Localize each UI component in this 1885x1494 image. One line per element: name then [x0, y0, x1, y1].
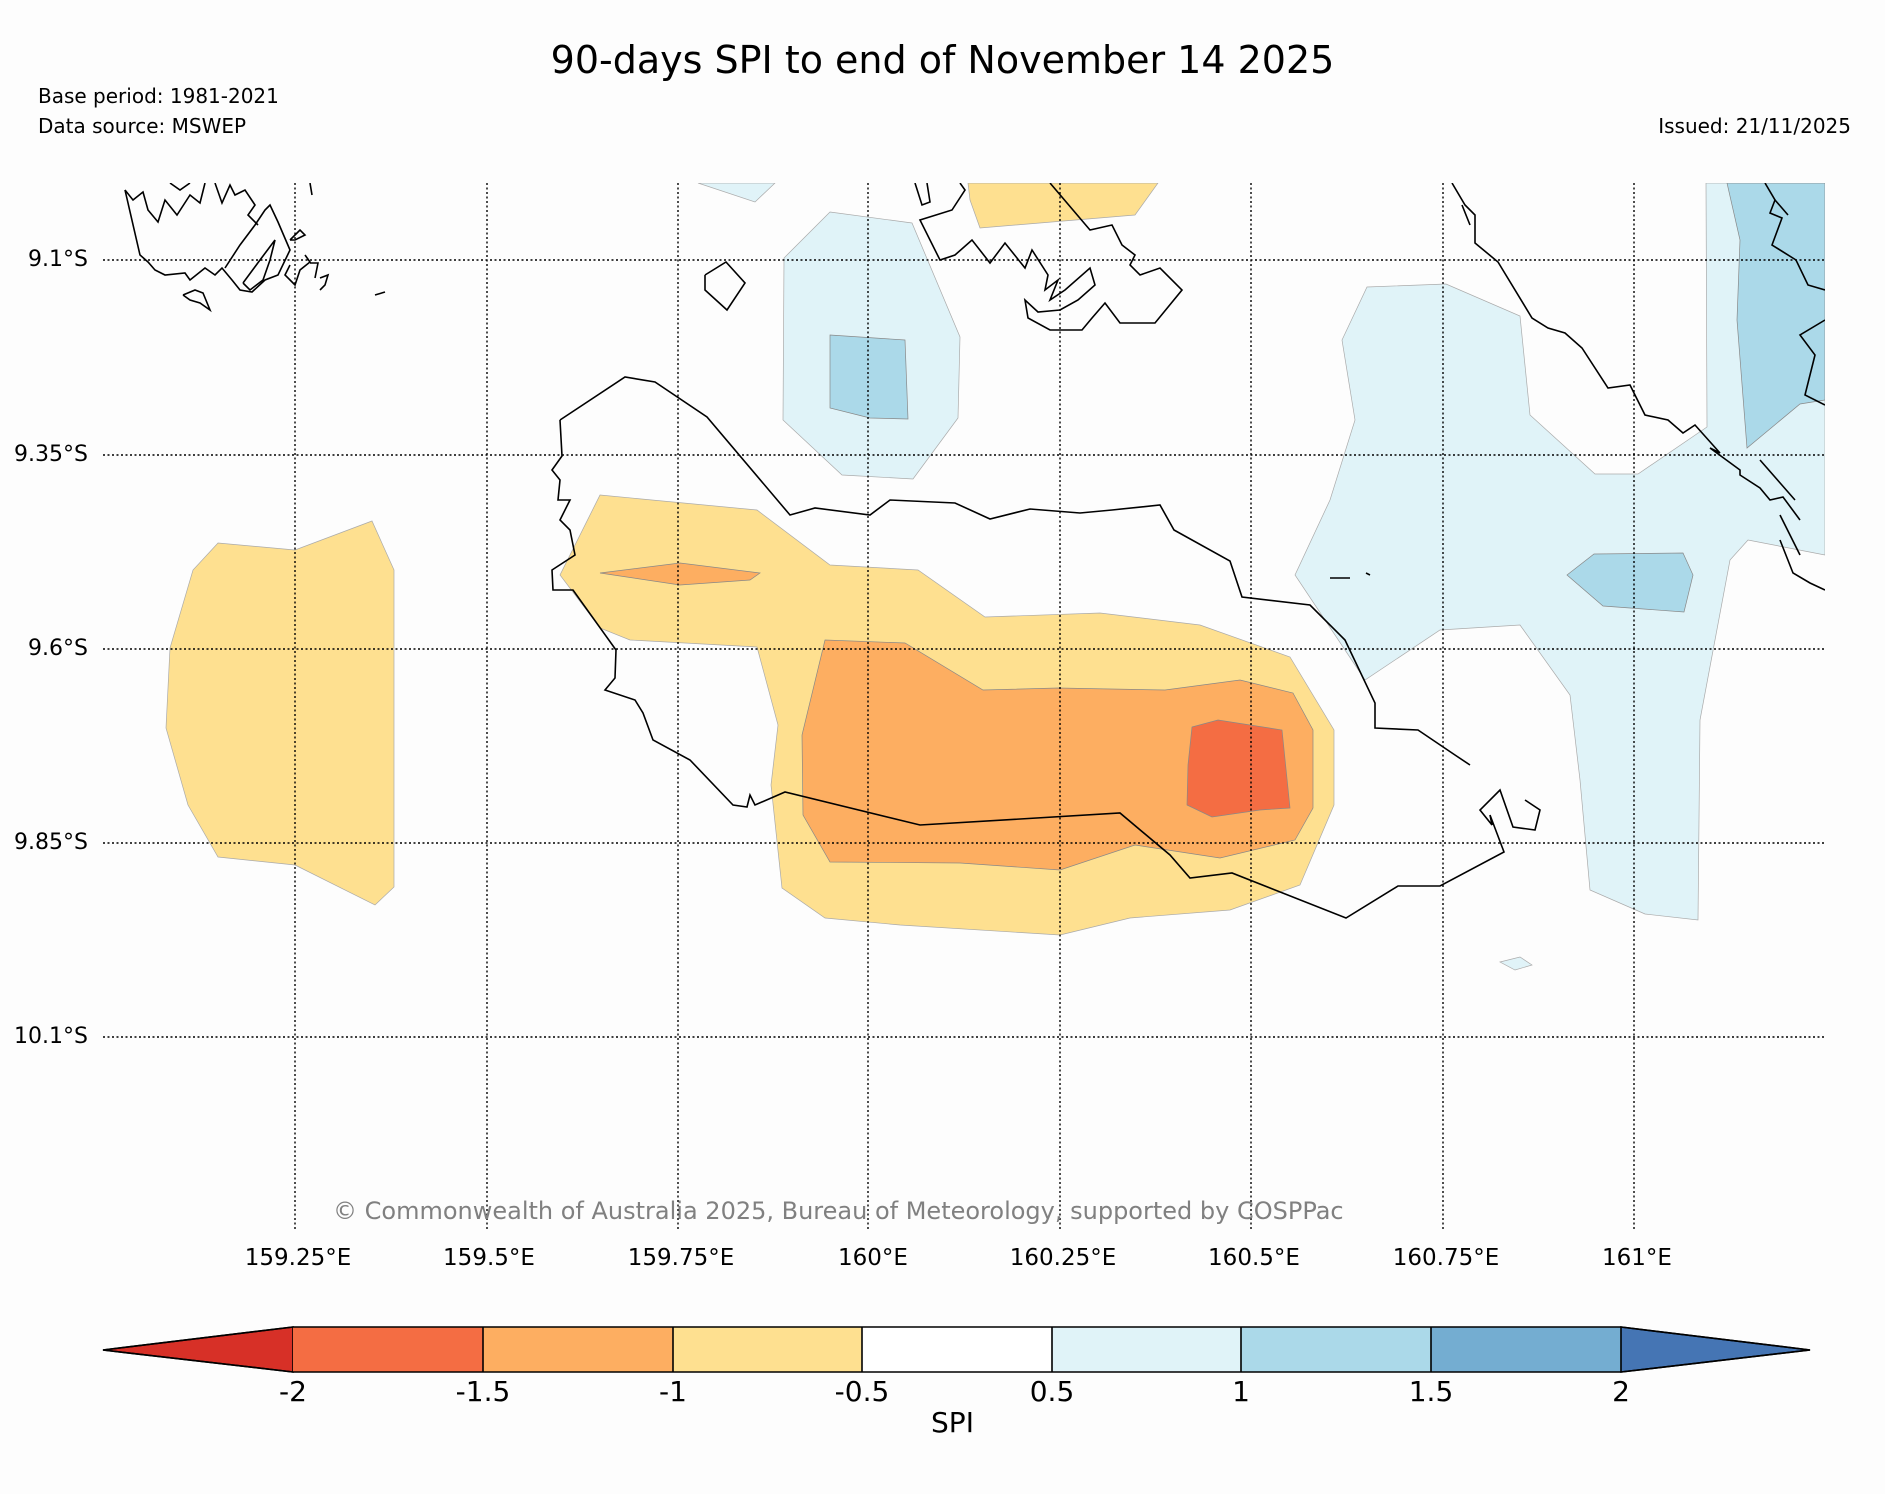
colorbar-title: SPI	[931, 1406, 974, 1439]
colorbar-bin-3	[673, 1327, 862, 1372]
lon-label-160: 160°E	[838, 1245, 908, 1271]
coastline	[124, 183, 1825, 919]
data-source-note: Data source: MSWEP	[38, 114, 247, 138]
colorbar	[102, 1326, 1811, 1373]
lon-label-160-75: 160.75°E	[1392, 1245, 1500, 1271]
wet-core-south-east	[1566, 552, 1694, 613]
colorbar-extend-low	[102, 1326, 294, 1373]
lon-label-159-75: 159.75°E	[627, 1245, 735, 1271]
dry-core-central	[801, 639, 1314, 871]
wet-core-east	[1726, 183, 1825, 449]
colorbar-tick: 2	[1612, 1375, 1630, 1408]
colorbar-bin-2	[483, 1327, 673, 1372]
colorbar-tick: -1.5	[455, 1375, 511, 1408]
dry-extreme-core	[1186, 719, 1291, 818]
lon-label-161: 161°E	[1602, 1245, 1672, 1271]
dry-region-north	[967, 183, 1159, 229]
lat-label-9-85: 9.85°S	[14, 830, 88, 855]
dry-core-west	[599, 562, 761, 586]
base-period-note: Base period: 1981-2021	[38, 84, 279, 108]
colorbar-bin-4	[862, 1327, 1052, 1372]
colorbar-bin-1	[293, 1327, 483, 1372]
lon-label-159-25: 159.25°E	[244, 1245, 352, 1271]
colorbar-extend-high	[1620, 1326, 1811, 1373]
colorbar-tick: -0.5	[834, 1375, 890, 1408]
copyright-notice: © Commonwealth of Australia 2025, Bureau…	[333, 1197, 1344, 1225]
lon-label-160-5: 160.5°E	[1208, 1245, 1300, 1271]
colorbar-bin-6	[1241, 1327, 1431, 1372]
map-title: 90-days SPI to end of November 14 2025	[550, 38, 1335, 82]
graticule	[103, 183, 1825, 1230]
colorbar-bin-5	[1052, 1327, 1241, 1372]
lat-label-9-35: 9.35°S	[14, 442, 88, 467]
wet-region-north	[697, 183, 776, 203]
wet-islet	[1499, 956, 1533, 971]
issued-date: Issued: 21/11/2025	[1658, 114, 1851, 138]
colorbar-tick: 1	[1232, 1375, 1250, 1408]
dry-region-west	[165, 520, 395, 906]
lat-label-9-1: 9.1°S	[28, 247, 88, 272]
colorbar-bin-7	[1431, 1327, 1621, 1372]
map-area	[124, 183, 1825, 971]
lon-label-159-5: 159.5°E	[443, 1245, 535, 1271]
colorbar-tick: -2	[279, 1375, 307, 1408]
colorbar-tick: 0.5	[1029, 1375, 1075, 1408]
colorbar-tick: -1	[659, 1375, 687, 1408]
lat-label-10-1: 10.1°S	[14, 1024, 88, 1049]
wet-region-east	[1294, 183, 1825, 921]
lat-label-9-6: 9.6°S	[28, 636, 88, 661]
lon-label-160-25: 160.25°E	[1009, 1245, 1117, 1271]
colorbar-tick: 1.5	[1408, 1375, 1454, 1408]
wet-core-central	[829, 334, 909, 420]
